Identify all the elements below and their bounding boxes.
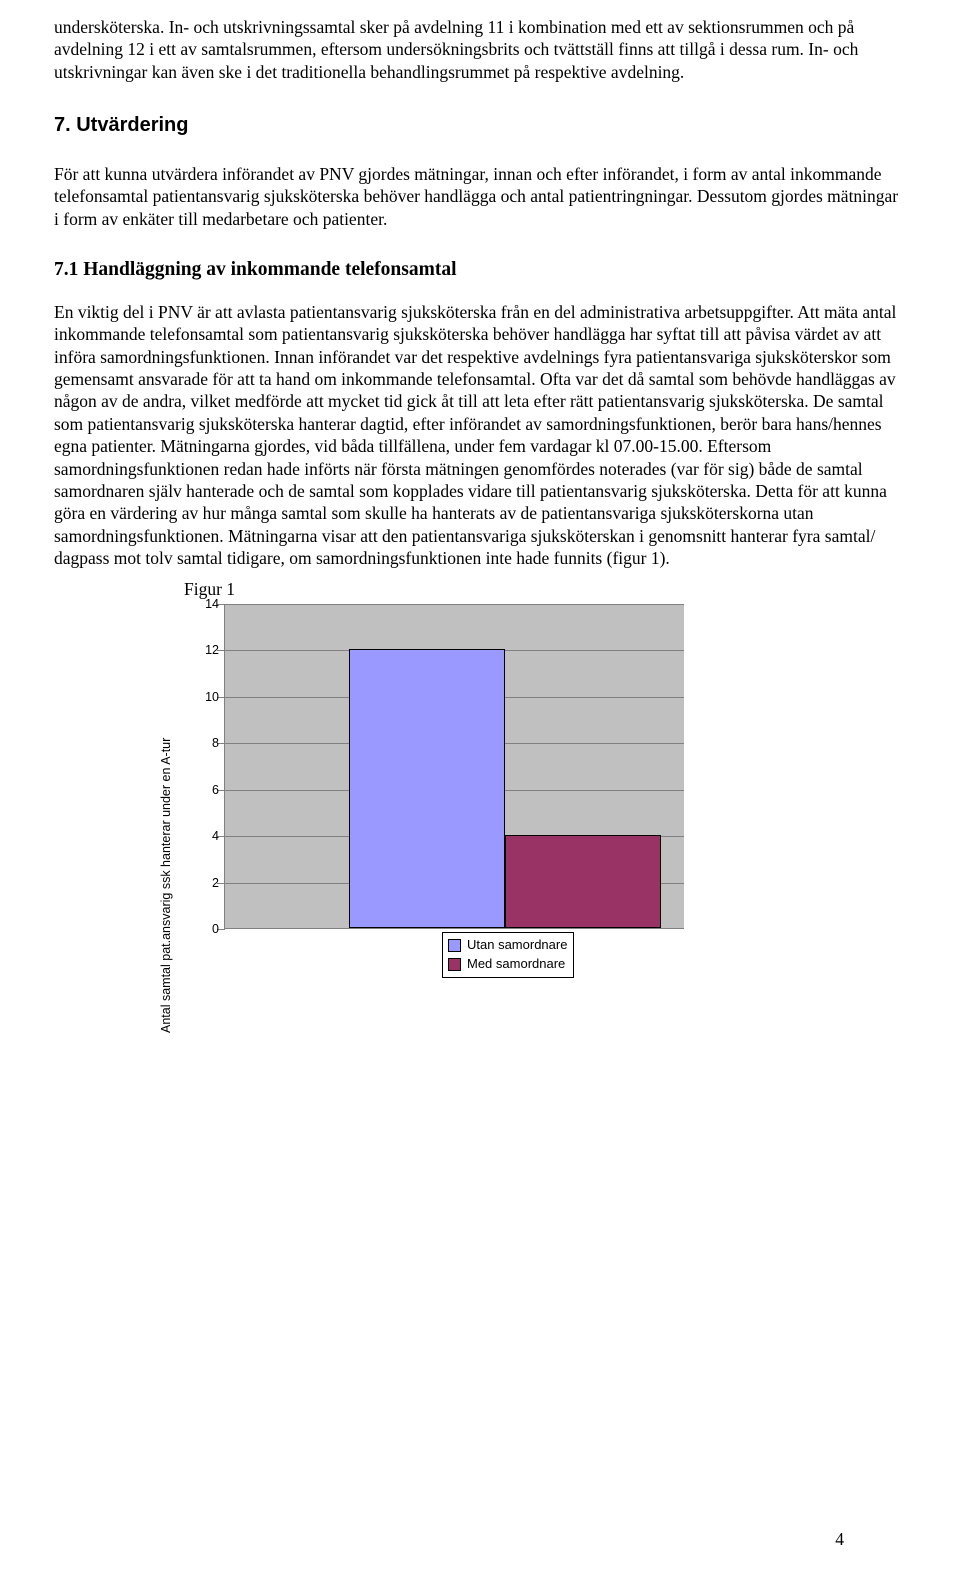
y-tick-label: 8 — [195, 735, 219, 751]
bar-med-samordnare — [505, 835, 661, 928]
figure-label: Figur 1 — [184, 578, 906, 600]
y-tick-label: 10 — [195, 689, 219, 705]
plot-area: 02468101214 — [224, 604, 684, 929]
y-tick-label: 2 — [195, 875, 219, 891]
paragraph-intro: undersköterska. In- och utskrivningssamt… — [54, 16, 906, 83]
legend-item: Utan samordnare — [448, 936, 567, 955]
heading-7: 7. Utvärdering — [54, 113, 906, 139]
legend: Utan samordnareMed samordnare — [442, 932, 574, 978]
figure-1-chart: Antal samtal pat.ansvarig ssk hanterar u… — [184, 604, 906, 979]
y-tick-label: 14 — [195, 596, 219, 612]
legend-item: Med samordnare — [448, 955, 567, 974]
legend-swatch — [448, 939, 461, 952]
page-number: 4 — [835, 1528, 844, 1550]
y-axis-label: Antal samtal pat.ansvarig ssk hanterar u… — [158, 738, 174, 1033]
grid-line — [225, 604, 684, 605]
bar-utan-samordnare — [349, 649, 505, 928]
legend-label: Utan samordnare — [467, 936, 567, 955]
heading-7-1: 7.1 Handläggning av inkommande telefonsa… — [54, 258, 906, 283]
y-tick-label: 0 — [195, 921, 219, 937]
y-tick-label: 12 — [195, 642, 219, 658]
y-tick-label: 4 — [195, 828, 219, 844]
legend-label: Med samordnare — [467, 955, 565, 974]
y-tick-label: 6 — [195, 782, 219, 798]
legend-swatch — [448, 958, 461, 971]
paragraph-7-body: För att kunna utvärdera införandet av PN… — [54, 163, 906, 230]
paragraph-7-1-body: En viktig del i PNV är att avlasta patie… — [54, 301, 906, 570]
bar-chart: Antal samtal pat.ansvarig ssk hanterar u… — [184, 604, 696, 979]
